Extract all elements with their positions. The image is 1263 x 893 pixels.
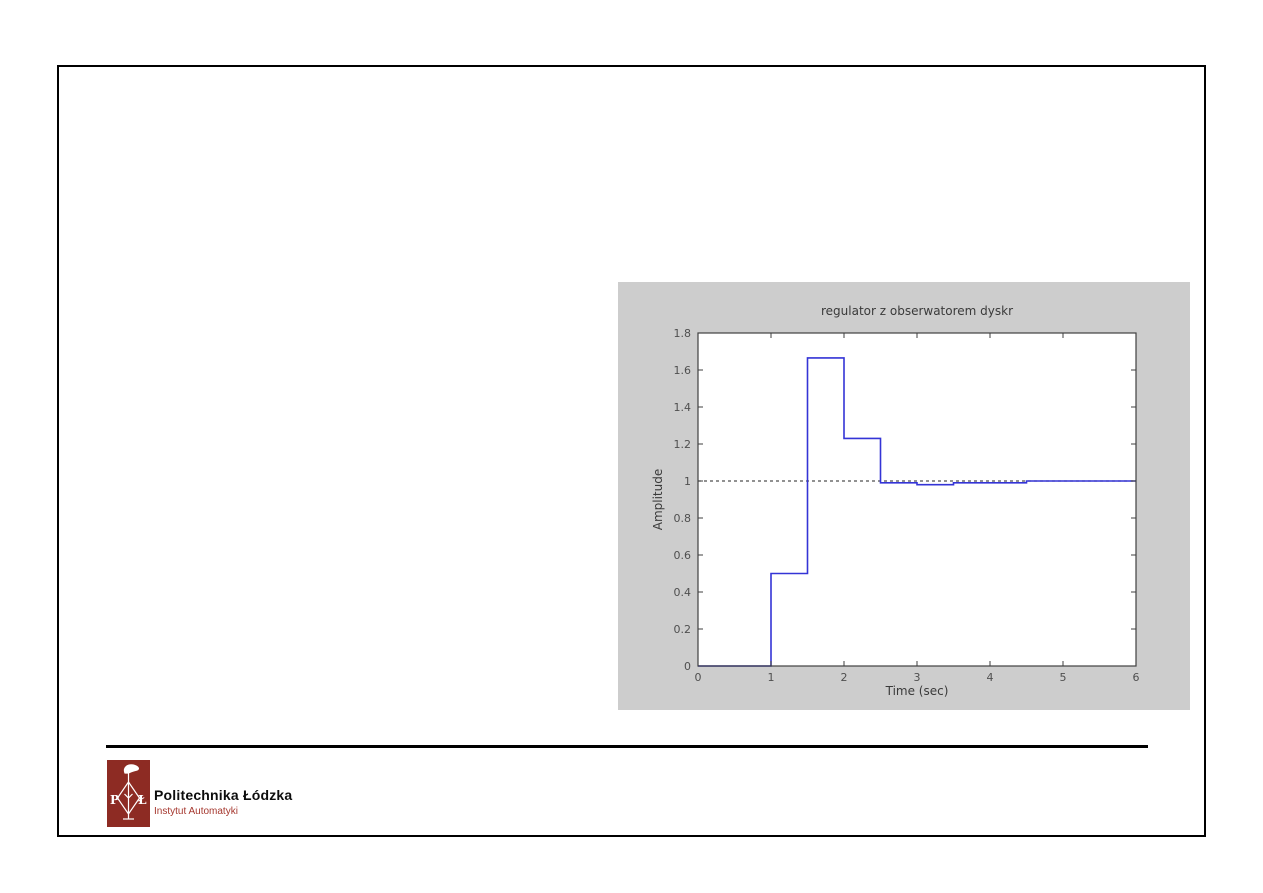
logo-letter-l: Ł [138,793,147,807]
x-tick-label: 3 [914,671,921,684]
org-unit: Instytut Automatyki [154,806,238,817]
y-tick-label: 0.4 [674,586,692,599]
y-tick-label: 1.8 [674,327,692,340]
org-name: Politechnika Łódzka [154,787,293,803]
y-tick-label: 1 [684,475,691,488]
logo-emblem-icon: P Ł [107,760,150,827]
footer-divider [106,745,1148,748]
footer-organization: Politechnika Łódzka Instytut Automatyki [154,787,292,817]
x-tick-label: 4 [987,671,994,684]
politechnika-lodzka-logo: P Ł [107,760,150,827]
logo-emblem-lines [116,764,141,820]
chart-title: regulator z obserwatorem dyskr [821,304,1013,318]
y-tick-label: 0.6 [674,549,692,562]
logo-letter-p: P [110,793,119,807]
x-tick-label: 0 [695,671,702,684]
x-tick-label: 5 [1060,671,1067,684]
y-tick-label: 1.4 [674,401,692,414]
step-response-curve [698,357,1136,667]
axes-frame [697,332,1137,667]
x-tick-label: 6 [1133,671,1140,684]
x-tick-label: 1 [768,671,775,684]
step-response-chart: 0 1 2 3 4 5 6 0 0.2 0.4 0.6 0.8 1 1.2 1.4 1.6 1.8 regulat… [651,304,1140,698]
slide: 0 1 2 3 4 5 6 0 0.2 0.4 0.6 0.8 1 1.2 1.4 1.6 1.8 regulat… [57,65,1206,837]
y-tick-label: 0.2 [674,623,692,636]
y-tick-label: 1.2 [674,438,692,451]
y-axis-label: Amplitude [651,469,665,531]
y-tick-label: 0 [684,660,691,673]
matlab-figure-panel: 0 1 2 3 4 5 6 0 0.2 0.4 0.6 0.8 1 1.2 1.4 1.6 1.8 regulat… [618,282,1190,710]
x-tick-label: 2 [841,671,848,684]
x-axis-label: Time (sec) [885,684,949,698]
plot-area [698,333,1136,666]
y-tick-label: 0.8 [674,512,692,525]
y-tick-label: 1.6 [674,364,692,377]
